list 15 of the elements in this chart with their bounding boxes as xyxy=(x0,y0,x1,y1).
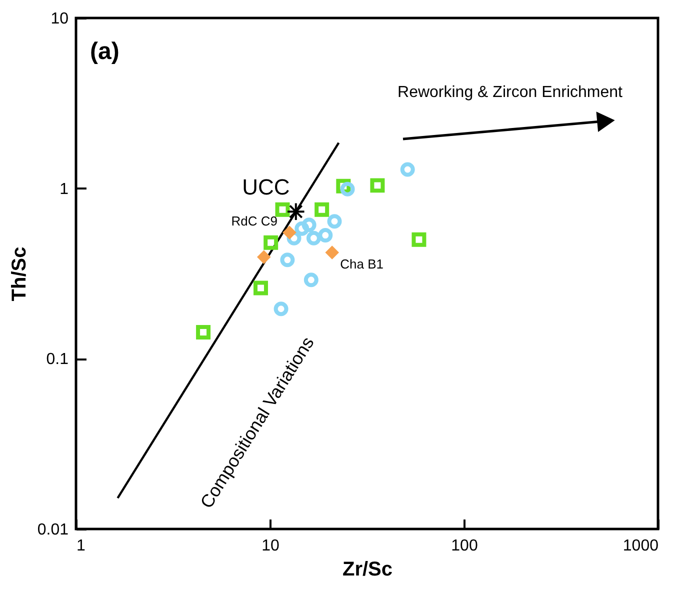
annotation: (a) xyxy=(90,38,120,65)
annotation: RdC C9 xyxy=(231,214,278,229)
y-axis-title: Th/Sc xyxy=(8,246,30,302)
y-tick-label: 1 xyxy=(60,180,69,198)
x-tick-label: 1 xyxy=(76,538,86,554)
annotation: Cha B1 xyxy=(340,256,384,272)
y-tick-label: 0.01 xyxy=(37,522,69,538)
x-tick-label: 1000 xyxy=(622,538,659,554)
x-axis-title: Zr/Sc xyxy=(342,558,393,580)
annotation: Reworking & Zircon Enrichment xyxy=(398,84,624,101)
annotation: UCC xyxy=(242,174,290,200)
x-tick-label: 100 xyxy=(451,538,478,554)
y-tick-label: 10 xyxy=(50,10,69,28)
y-tick-label: 0.1 xyxy=(46,351,69,368)
x-tick-label: 10 xyxy=(262,538,280,554)
